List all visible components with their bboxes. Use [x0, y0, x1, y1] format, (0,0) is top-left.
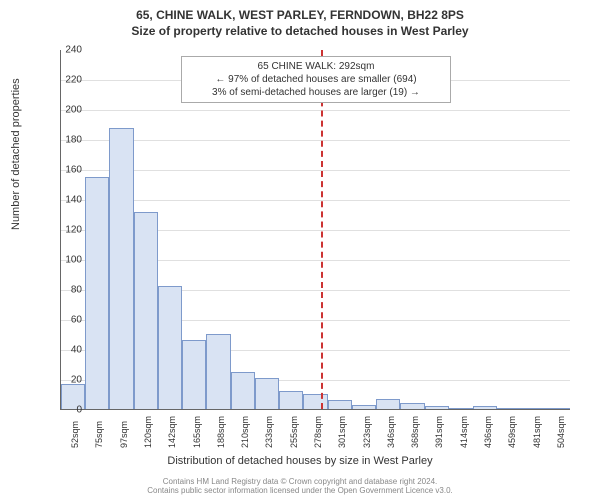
- histogram-bar: [425, 406, 449, 409]
- y-tick-label: 140: [52, 195, 82, 206]
- histogram-bar: [182, 340, 206, 409]
- x-tick-label: 278sqm: [313, 416, 317, 448]
- footer-line-2: Contains public sector information licen…: [0, 486, 600, 496]
- x-tick-label: 436sqm: [483, 416, 487, 448]
- x-tick-label: 255sqm: [289, 416, 293, 448]
- x-tick-label: 459sqm: [507, 416, 511, 448]
- histogram-bar: [206, 334, 230, 409]
- x-tick-label: 346sqm: [386, 416, 390, 448]
- chart-area: 65 CHINE WALK: 292sqm ← 97% of detached …: [60, 50, 570, 410]
- x-tick-label: 120sqm: [143, 416, 147, 448]
- histogram-bar: [352, 405, 376, 409]
- x-ticks: 52sqm 75sqm 97sqm 120sqm 142sqm 165sqm 188sqm 2…: [60, 412, 570, 452]
- x-tick-label: 97sqm: [119, 421, 123, 448]
- histogram-bar: [279, 391, 303, 409]
- y-tick-label: 20: [52, 375, 82, 386]
- x-tick-label: 75sqm: [94, 421, 98, 448]
- histogram-bar: [231, 372, 255, 409]
- histogram-bar: [473, 406, 497, 409]
- y-tick-label: 100: [52, 255, 82, 266]
- annotation-box: 65 CHINE WALK: 292sqm ← 97% of detached …: [181, 56, 451, 103]
- histogram-bar: [158, 286, 182, 409]
- histogram-bar: [400, 403, 424, 409]
- histogram-bar: [376, 399, 400, 409]
- x-tick-label: 391sqm: [434, 416, 438, 448]
- x-tick-label: 165sqm: [192, 416, 196, 448]
- y-tick-label: 220: [52, 75, 82, 86]
- y-tick-label: 200: [52, 105, 82, 116]
- x-tick-label: 504sqm: [556, 416, 560, 448]
- histogram-bar: [85, 177, 109, 409]
- histogram-bar: [449, 408, 473, 409]
- x-tick-label: 323sqm: [362, 416, 366, 448]
- x-tick-label: 142sqm: [167, 416, 171, 448]
- x-tick-label: 414sqm: [459, 416, 463, 448]
- y-tick-label: 80: [52, 285, 82, 296]
- reference-line: [321, 50, 323, 409]
- y-tick-label: 180: [52, 135, 82, 146]
- histogram-bar: [521, 408, 545, 409]
- y-tick-label: 40: [52, 345, 82, 356]
- histogram-bar: [255, 378, 279, 409]
- x-tick-label: 52sqm: [70, 421, 74, 448]
- x-tick-label: 188sqm: [216, 416, 220, 448]
- y-tick-label: 60: [52, 315, 82, 326]
- plot-region: 65 CHINE WALK: 292sqm ← 97% of detached …: [60, 50, 570, 410]
- x-tick-label: 481sqm: [532, 416, 536, 448]
- annotation-line-3: 3% of semi-detached houses are larger (1…: [188, 86, 444, 99]
- footer-line-1: Contains HM Land Registry data © Crown c…: [0, 477, 600, 487]
- y-tick-label: 160: [52, 165, 82, 176]
- histogram-bar: [328, 400, 352, 409]
- histogram-bar: [303, 394, 327, 409]
- annotation-line-2: ← 97% of detached houses are smaller (69…: [188, 73, 444, 86]
- x-tick-label: 210sqm: [240, 416, 244, 448]
- histogram-bar: [134, 212, 158, 409]
- annotation-line-1: 65 CHINE WALK: 292sqm: [188, 60, 444, 73]
- x-axis-label: Distribution of detached houses by size …: [0, 455, 600, 467]
- histogram-bar: [497, 408, 521, 409]
- histogram-bar: [109, 128, 133, 409]
- y-tick-label: 120: [52, 225, 82, 236]
- x-tick-label: 233sqm: [264, 416, 268, 448]
- y-axis-label: Number of detached properties: [10, 78, 22, 230]
- footer-attribution: Contains HM Land Registry data © Crown c…: [0, 477, 600, 496]
- y-tick-label: 240: [52, 45, 82, 56]
- histogram-bars: [61, 50, 570, 409]
- page-title-1: 65, CHINE WALK, WEST PARLEY, FERNDOWN, B…: [0, 0, 600, 22]
- x-tick-label: 301sqm: [337, 416, 341, 448]
- histogram-bar: [546, 408, 570, 409]
- page-title-2: Size of property relative to detached ho…: [0, 22, 600, 38]
- x-tick-label: 368sqm: [410, 416, 414, 448]
